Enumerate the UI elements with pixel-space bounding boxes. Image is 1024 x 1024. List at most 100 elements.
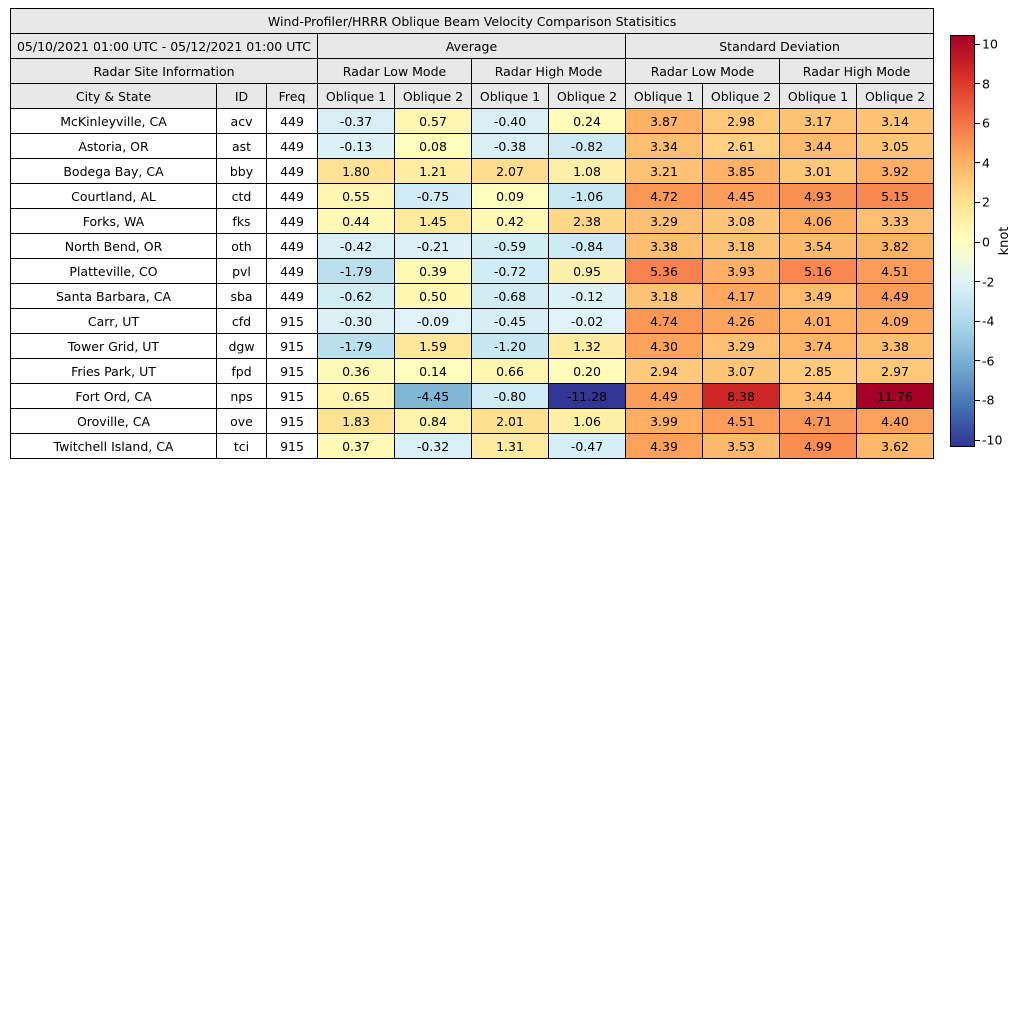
table-body: McKinleyville, CA acv 449 -0.37 0.57 -0.40 0.2…	[10, 108, 935, 459]
value-cell: 0.50	[394, 283, 472, 309]
colorbar-axis-label: knot	[996, 226, 1012, 256]
site-id-cell: sba	[216, 283, 267, 309]
colorbar-tick	[975, 162, 980, 164]
city-cell: North Bend, OR	[10, 233, 217, 259]
table-row: North Bend, OR oth 449 -0.42 -0.21 -0.59 -0.84…	[10, 233, 935, 259]
site-id-cell: fks	[216, 208, 267, 234]
value-cell: 0.08	[394, 133, 472, 159]
city-cell: McKinleyville, CA	[10, 108, 217, 134]
col-freq-header: Freq	[266, 83, 318, 109]
freq-cell: 449	[266, 183, 318, 209]
colorbar-tick	[975, 360, 980, 362]
value-cell: 2.98	[702, 108, 780, 134]
value-cell: 3.49	[779, 283, 857, 309]
colorbar-tick-label: 6	[982, 115, 990, 131]
value-cell: -0.75	[394, 183, 472, 209]
site-id-cell: dgw	[216, 333, 267, 359]
value-cell: -1.06	[548, 183, 626, 209]
table-row: Forks, WA fks 449 0.44 1.45 0.42 2.38 3.29 3.08 4…	[10, 208, 935, 234]
title-row: Wind-Profiler/HRRR Oblique Beam Velocity…	[9, 8, 935, 34]
city-cell: Astoria, OR	[10, 133, 217, 159]
value-cell: -0.02	[548, 308, 626, 334]
value-cell: 1.80	[317, 158, 395, 184]
site-id-cell: oth	[216, 233, 267, 259]
value-cell: -0.59	[471, 233, 549, 259]
stats-table: Wind-Profiler/HRRR Oblique Beam Velocity…	[9, 8, 935, 459]
col-std-high-oblique1-header: Oblique 1	[779, 83, 857, 109]
site-id-cell: pvl	[216, 258, 267, 284]
colorbar-tick-label: -10	[982, 432, 1003, 448]
colorbar-tick	[975, 83, 980, 85]
value-cell: -0.13	[317, 133, 395, 159]
value-cell: -0.82	[548, 133, 626, 159]
value-cell: 0.09	[471, 183, 549, 209]
col-city-header: City & State	[10, 83, 217, 109]
value-cell: 0.55	[317, 183, 395, 209]
site-id-cell: cfd	[216, 308, 267, 334]
value-cell: 4.26	[702, 308, 780, 334]
value-cell: 4.06	[779, 208, 857, 234]
value-cell: 3.17	[779, 108, 857, 134]
value-cell: -0.84	[548, 233, 626, 259]
site-id-cell: bby	[216, 158, 267, 184]
value-cell: 1.59	[394, 333, 472, 359]
value-cell: -1.79	[317, 258, 395, 284]
freq-cell: 449	[266, 233, 318, 259]
value-cell: 2.01	[471, 408, 549, 434]
table-row: Courtland, AL ctd 449 0.55 -0.75 0.09 -1.06 4.7…	[10, 183, 935, 209]
site-id-cell: ast	[216, 133, 267, 159]
column-header-row: City & State ID Freq Oblique 1 Oblique 2…	[10, 83, 935, 109]
value-cell: 3.21	[625, 158, 703, 184]
figure-title: Wind-Profiler/HRRR Oblique Beam Velocity…	[9, 8, 935, 34]
city-cell: Fort Ord, CA	[10, 383, 217, 409]
value-cell: 0.24	[548, 108, 626, 134]
value-cell: -0.30	[317, 308, 395, 334]
city-cell: Bodega Bay, CA	[10, 158, 217, 184]
table-row: Bodega Bay, CA bby 449 1.80 1.21 2.07 1.08 3.21…	[10, 158, 935, 184]
freq-cell: 449	[266, 158, 318, 184]
colorbar-tick	[975, 201, 980, 203]
site-info-header: Radar Site Information	[10, 58, 318, 84]
value-cell: 3.18	[702, 233, 780, 259]
value-cell: -0.21	[394, 233, 472, 259]
value-cell: 4.71	[779, 408, 857, 434]
value-cell: 0.65	[317, 383, 395, 409]
colorbar: 10 8 6 4 2 0 -2 -4 -6 -8 -10	[950, 35, 1002, 448]
value-cell: -0.38	[471, 133, 549, 159]
colorbar-tick	[975, 320, 980, 322]
colorbar-tick-label: 0	[982, 234, 990, 250]
freq-cell: 915	[266, 433, 318, 459]
value-cell: 4.01	[779, 308, 857, 334]
value-cell: 4.74	[625, 308, 703, 334]
city-cell: Courtland, AL	[10, 183, 217, 209]
value-cell: -0.80	[471, 383, 549, 409]
value-cell: 3.34	[625, 133, 703, 159]
colorbar-tick	[975, 399, 980, 401]
table-row: Fort Ord, CA nps 915 0.65 -4.45 -0.80 -11.28 4.…	[10, 383, 935, 409]
value-cell: -0.62	[317, 283, 395, 309]
value-cell: 0.36	[317, 358, 395, 384]
value-cell: -0.45	[471, 308, 549, 334]
group-std-dev-header: Standard Deviation	[624, 33, 935, 59]
value-cell: 3.44	[779, 383, 857, 409]
freq-cell: 915	[266, 308, 318, 334]
value-cell: 3.05	[855, 133, 935, 159]
value-cell: 11.76	[855, 383, 935, 409]
col-avg-low-oblique1-header: Oblique 1	[317, 83, 395, 109]
value-cell: 0.57	[394, 108, 472, 134]
freq-cell: 915	[266, 333, 318, 359]
value-cell: 5.15	[855, 183, 935, 209]
city-cell: Fries Park, UT	[10, 358, 217, 384]
value-cell: 1.32	[548, 333, 626, 359]
table-row: Carr, UT cfd 915 -0.30 -0.09 -0.45 -0.02 4.74 4.…	[10, 308, 935, 334]
value-cell: 5.36	[625, 258, 703, 284]
value-cell: 0.66	[471, 358, 549, 384]
value-cell: 3.99	[625, 408, 703, 434]
freq-cell: 449	[266, 133, 318, 159]
freq-cell: 449	[266, 208, 318, 234]
std-low-mode-header: Radar Low Mode	[625, 58, 780, 84]
city-cell: Tower Grid, UT	[10, 333, 217, 359]
value-cell: 3.74	[779, 333, 857, 359]
value-cell: 4.39	[625, 433, 703, 459]
